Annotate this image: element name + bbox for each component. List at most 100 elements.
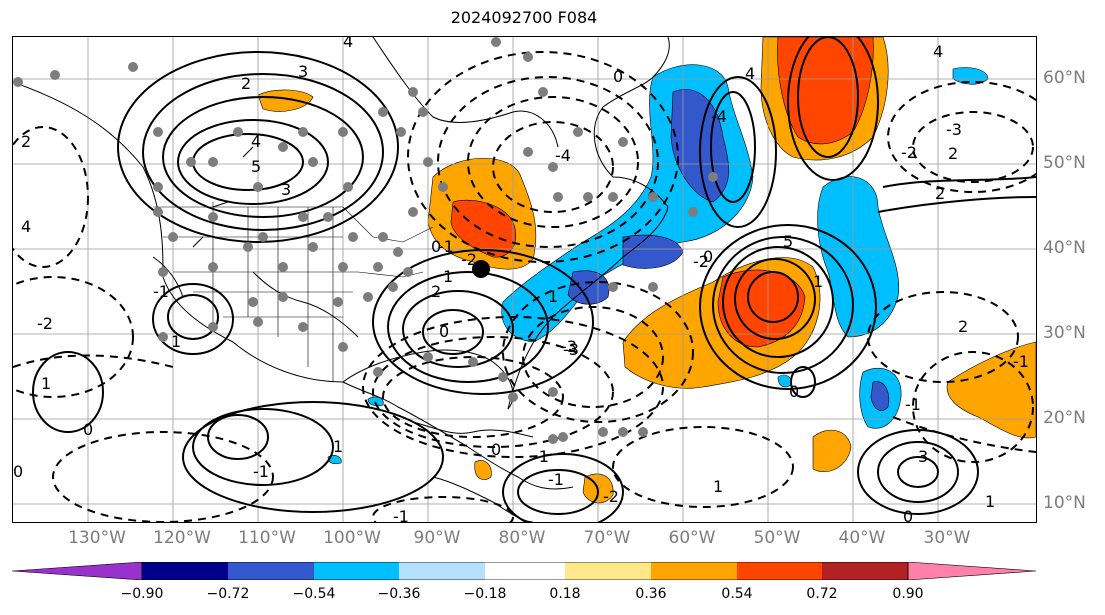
contour-label: -1 [905,395,921,414]
contour-label: 4 [21,217,31,236]
colorbar-tick-label: 0.54 [721,586,753,602]
contour-label: 4 [251,132,261,151]
map-canvas: 3 4 2 4 5 3 4 2 4 -4 -3 -2 -1 0 1 2 -2 -… [13,37,1036,522]
contour-label: -1 [153,282,169,301]
longitude-label: 40°W [838,528,886,548]
longitude-label: 50°W [753,528,801,548]
colorbar-swatch [907,561,1037,581]
contour-label: -2 [603,487,619,506]
colorbar-swatches [11,561,1037,581]
contour-label: -4 [711,107,727,126]
colorbar-tick-label: 0.72 [806,586,838,602]
solid-contours [32,37,1036,522]
political-boundaries [153,202,434,382]
contour-label: -2 [461,250,477,269]
contour-label: 2 [935,184,945,203]
longitude-label: 120°W [153,528,211,548]
longitude-label: 90°W [413,528,461,548]
contour-label: -1 [1013,352,1029,371]
latitude-labels: 60°N 50°N 40°N 30°N 20°N 10°N [1043,0,1105,615]
contour-label: 0 [903,507,913,522]
contour-label: 1 [548,287,558,306]
contour-label: 3 [281,180,291,199]
longitude-label: 100°W [323,528,381,548]
colorbar-swatch [737,562,822,580]
contour-label: 1 [985,492,995,511]
contour-label: 0 [613,67,623,86]
colorbar-tick-label: −0.18 [463,586,507,602]
contour-label: -1 [393,507,409,522]
contour-label: 1 [443,267,453,286]
contour-label: -1 [533,447,549,466]
highlighted-location-marker [472,260,490,278]
contour-label: -1 [253,462,269,481]
colorbar-tick-label: −0.90 [120,586,164,602]
contour-label: 3 [918,447,928,466]
contour-labels: 3 4 2 4 5 3 4 2 4 -4 -3 -2 -1 0 1 2 -2 -… [13,37,1029,522]
longitude-label: 110°W [238,528,296,548]
contour-label: -2 [693,252,709,271]
contour-label: 4 [745,64,755,83]
contour-label: 4 [933,42,943,61]
latitude-label: 30°N [1043,323,1086,343]
contour-label: 4 [343,37,353,51]
latitude-label: 60°N [1043,68,1086,88]
colorbar-tick-label: −0.54 [292,586,336,602]
latitude-label: 10°N [1043,493,1086,513]
contour-label: -4 [555,146,571,165]
longitude-label: 130°W [68,528,126,548]
colorbar-swatch [314,562,399,580]
contour-label: -1 [548,470,564,489]
contour-label: 5 [783,232,793,251]
contour-label: -3 [563,340,579,359]
contour-label: 0 [13,462,23,481]
longitude-label: 30°W [923,528,971,548]
longitude-label: 70°W [583,528,631,548]
map-title: 2024092700 F084 [450,8,598,27]
contour-label: 2 [948,144,958,163]
contour-label: 1 [41,374,51,393]
colorbar-swatch [651,562,737,580]
contour-label: 0 [789,382,799,401]
longitude-label: 80°W [498,528,546,548]
colorbar-swatch [228,562,314,580]
observation-stations [13,37,718,444]
contour-label: 0 [431,237,441,256]
contour-label: 2 [958,317,968,336]
contour-label: 2 [21,132,31,151]
contour-label: 1 [171,332,181,351]
colorbar-swatch [142,562,228,580]
contour-label: 0 [703,247,713,266]
latitude-label: 40°N [1043,238,1086,258]
colorbar-tick-label: 0.90 [892,586,924,602]
latitude-label: 50°N [1043,153,1086,173]
contour-label: 0 [439,322,449,341]
colorbar-swatch [822,562,908,580]
colorbar-tick-label: 0.36 [635,586,667,602]
colorbar [11,561,1037,581]
contour-label: 3 [298,62,308,81]
dashed-contours [13,51,1036,522]
contour-label: 0 [83,420,93,439]
longitude-labels: 130°W 120°W 110°W 100°W 90°W 80°W 70°W 6… [0,528,1105,550]
contour-label: 1 [333,437,343,456]
colorbar-tick-label: −0.36 [377,586,421,602]
colorbar-ticks: −0.90 −0.72 −0.54 −0.36 −0.18 0.18 0.36 … [0,586,1105,604]
contour-label: -2 [37,314,53,333]
longitude-label: 60°W [668,528,716,548]
contour-label: 0 [491,440,501,459]
contour-label: -2 [901,143,917,162]
latitude-label: 20°N [1043,408,1086,428]
colorbar-swatch [485,562,565,580]
contour-label: 1 [813,272,823,291]
contour-label: 2 [431,282,441,301]
colorbar-swatch [565,562,651,580]
colorbar-swatch [399,562,485,580]
contour-label: 1 [713,477,723,496]
contour-label: 2 [241,74,251,93]
colorbar-tick-label: −0.72 [206,586,250,602]
map-panel: 3 4 2 4 5 3 4 2 4 -4 -3 -2 -1 0 1 2 -2 -… [12,36,1037,523]
contour-label: -1 [438,237,454,256]
contour-label: 5 [251,157,261,176]
contour-label: -3 [561,337,577,356]
